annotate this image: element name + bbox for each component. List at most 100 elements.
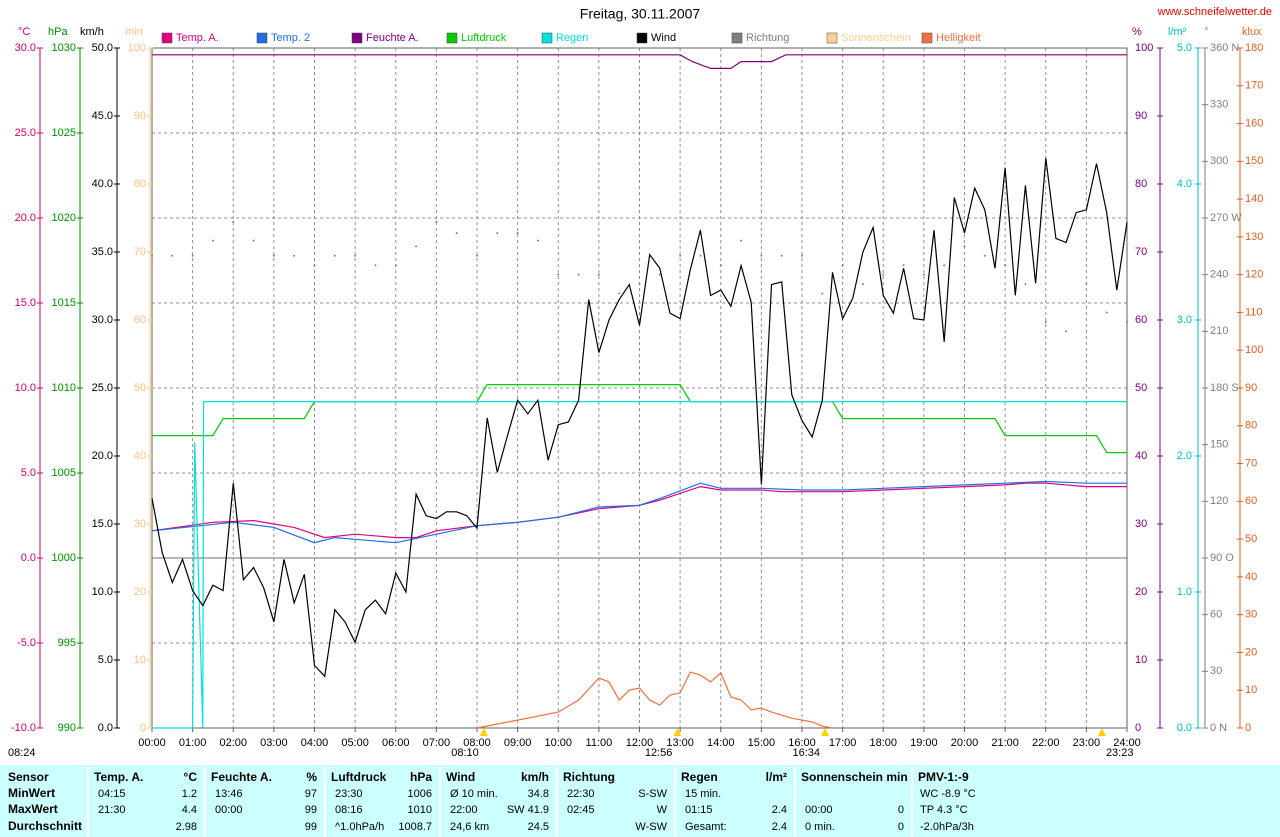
direction-dot bbox=[354, 254, 357, 257]
stats-value: 2.98 bbox=[176, 821, 197, 833]
stats-value: 1.2 bbox=[182, 788, 197, 800]
stats-background bbox=[0, 765, 1280, 837]
y-tick-label: 180 S bbox=[1210, 382, 1239, 394]
stats-header: Temp. A. bbox=[94, 770, 143, 784]
x-tick-label: 16:00 bbox=[788, 737, 816, 749]
y-tick-label: 40 bbox=[1245, 571, 1257, 583]
y-tick-label: 80 bbox=[1135, 178, 1147, 190]
direction-dot bbox=[719, 264, 722, 267]
stats-value: 4.4 bbox=[182, 804, 197, 816]
y-tick-label: 100 bbox=[1135, 42, 1153, 54]
legend-swatch bbox=[921, 32, 933, 44]
y-tick-label: 40 bbox=[134, 450, 146, 462]
stats-unit: l/m² bbox=[766, 770, 787, 784]
annotation-label: 16:34 bbox=[792, 747, 820, 759]
stats-row-label: Durchschnitt bbox=[8, 819, 82, 833]
y-tick-label: 130 bbox=[1245, 231, 1263, 243]
y-tick-label: -10.0 bbox=[11, 722, 36, 734]
stats-cell: 13:46 bbox=[215, 788, 243, 800]
y-tick-label: 5.0 bbox=[1177, 42, 1192, 54]
y-tick-label: 2.0 bbox=[1177, 450, 1192, 462]
y-tick-label: 80 bbox=[1245, 420, 1257, 432]
direction-dot bbox=[313, 264, 316, 267]
legend-label: Wind bbox=[651, 32, 676, 44]
stats-value: 2.4 bbox=[772, 821, 787, 833]
annotation-label: 12:56 bbox=[645, 747, 673, 759]
y-tick-label: 300 bbox=[1210, 155, 1228, 167]
stats-cell: ^1.0hPa/h bbox=[335, 821, 384, 833]
x-tick-label: 12:00 bbox=[626, 737, 654, 749]
axis-unit: klux bbox=[1242, 26, 1262, 38]
direction-dot bbox=[171, 254, 174, 257]
direction-dot bbox=[861, 283, 864, 286]
y-tick-label: 20.0 bbox=[92, 450, 113, 462]
stats-cell: 00:00 bbox=[805, 804, 833, 816]
axis-unit: km/h bbox=[80, 26, 104, 38]
y-tick-label: 50 bbox=[1135, 382, 1147, 394]
y-tick-label: 90 bbox=[1135, 110, 1147, 122]
stats-cell: 21:30 bbox=[98, 804, 126, 816]
y-tick-label: 140 bbox=[1245, 193, 1263, 205]
y-tick-label: 30 bbox=[1210, 665, 1222, 677]
direction-dot bbox=[902, 264, 905, 267]
stats-cell: Gesamt: bbox=[685, 821, 727, 833]
stats-row-label: Sensor bbox=[8, 770, 49, 784]
axis-unit: ° bbox=[1204, 26, 1208, 38]
direction-dot bbox=[618, 292, 621, 295]
stats-cell: 22:30 bbox=[567, 788, 595, 800]
y-tick-label: 5.0 bbox=[21, 467, 36, 479]
direction-dot bbox=[1105, 311, 1108, 314]
chart-title: Freitag, 30.11.2007 bbox=[580, 6, 701, 22]
stats-value: 34.8 bbox=[528, 788, 549, 800]
direction-dot bbox=[1024, 283, 1027, 286]
direction-dot bbox=[536, 239, 539, 242]
y-tick-label: 50.0 bbox=[92, 42, 113, 54]
stats-value: 0 bbox=[898, 821, 904, 833]
y-tick-label: 60 bbox=[1135, 314, 1147, 326]
stats-cell: 08:16 bbox=[335, 804, 363, 816]
y-tick-label: 4.0 bbox=[1177, 178, 1192, 190]
y-tick-label: 30 bbox=[1135, 518, 1147, 530]
stats-cell: 01:15 bbox=[685, 804, 713, 816]
direction-dot bbox=[882, 273, 885, 276]
y-tick-label: 60 bbox=[134, 314, 146, 326]
stats-cell: Ø 10 min. bbox=[450, 788, 498, 800]
sun-marker bbox=[821, 728, 830, 736]
y-tick-label: 20.0 bbox=[15, 212, 36, 224]
stats-value: 97 bbox=[305, 788, 317, 800]
direction-dot bbox=[476, 254, 478, 257]
direction-dot bbox=[943, 264, 946, 267]
direction-dot bbox=[496, 232, 499, 235]
series-line bbox=[152, 384, 1127, 454]
direction-dot bbox=[780, 254, 783, 257]
direction-dot bbox=[1126, 320, 1128, 323]
y-tick-label: 160 bbox=[1245, 117, 1263, 129]
stats-cell: 15 min. bbox=[685, 788, 721, 800]
y-tick-label: 20 bbox=[1135, 586, 1147, 598]
direction-dot bbox=[821, 292, 824, 295]
y-tick-label: 10 bbox=[134, 654, 146, 666]
y-tick-label: 120 bbox=[1245, 269, 1263, 281]
direction-dot bbox=[232, 220, 235, 223]
y-tick-label: 35.0 bbox=[92, 246, 113, 258]
y-tick-label: 15.0 bbox=[15, 297, 36, 309]
direction-dot bbox=[557, 273, 560, 276]
y-tick-label: 50 bbox=[1245, 533, 1257, 545]
y-tick-label: 25.0 bbox=[15, 127, 36, 139]
stats-cell: 0 min. bbox=[805, 821, 835, 833]
stats-cell: WC -8.9 °C bbox=[920, 788, 976, 800]
stats-value: 2.4 bbox=[772, 804, 787, 816]
sun-marker bbox=[479, 728, 488, 736]
legend-label: Regen bbox=[556, 32, 588, 44]
y-tick-label: 70 bbox=[1135, 246, 1147, 258]
annotation-label: 23:23 bbox=[1106, 747, 1134, 759]
legend-label: Richtung bbox=[746, 32, 789, 44]
x-tick-label: 19:00 bbox=[910, 737, 938, 749]
stats-cell: 04:15 bbox=[98, 788, 126, 800]
sun-marker bbox=[673, 728, 682, 736]
stats-header: Luftdruck bbox=[331, 770, 387, 784]
direction-dot bbox=[699, 254, 702, 257]
stats-header: Richtung bbox=[563, 770, 615, 784]
